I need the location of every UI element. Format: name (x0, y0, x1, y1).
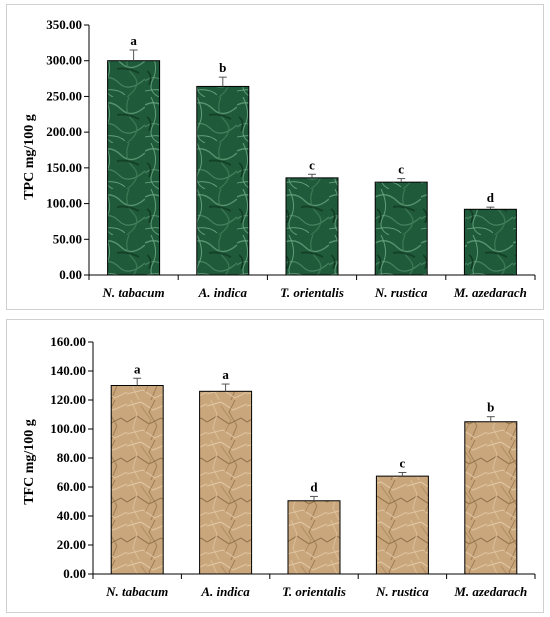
y-tick-label: 300.00 (46, 53, 82, 68)
x-category-label: N. rustica (375, 584, 429, 599)
x-category-label: M. azedarach (453, 285, 527, 300)
bar (285, 177, 339, 276)
x-category-label: A. indica (200, 584, 250, 599)
x-category-label: T. orientalis (280, 285, 344, 300)
significance-label: b (219, 60, 226, 75)
y-axis-title: TPC mg/100 g (22, 114, 37, 200)
y-tick-label: 100.00 (46, 196, 82, 211)
significance-label: c (400, 456, 406, 471)
bar (375, 475, 429, 575)
y-tick-label: 250.00 (46, 88, 82, 103)
significance-label: c (398, 162, 404, 177)
y-tick-label: 100.00 (50, 421, 86, 436)
y-tick-label: 140.00 (50, 363, 86, 378)
tfc-bar-chart: TFC mg/100 g 0.00 20.00 40.00 60.00 80.00 100… (22, 334, 536, 599)
y-tick-label: 350.00 (46, 17, 82, 32)
tpc-chart-panel: TPC mg/100 g 0.00 50.00 100.00 150.00 200.00… (6, 4, 544, 310)
x-category-label: N. rustica (374, 285, 428, 300)
y-tick-label: 40.00 (57, 508, 86, 523)
tfc-chart-panel: TFC mg/100 g 0.00 20.00 40.00 60.00 80.00 100… (6, 319, 544, 613)
significance-label: a (130, 33, 137, 48)
significance-label: c (309, 157, 315, 172)
bar (110, 385, 164, 575)
significance-label: a (134, 361, 141, 376)
x-category-label: N. tabacum (102, 285, 165, 300)
y-tick-label: 20.00 (57, 537, 86, 552)
significance-label: a (222, 367, 229, 382)
bar (463, 208, 517, 276)
bar (287, 500, 341, 575)
bar (196, 85, 250, 276)
y-tick-label: 120.00 (50, 392, 86, 407)
x-category-label: T. orientalis (282, 584, 346, 599)
bar (464, 421, 518, 575)
y-tick-label: 150.00 (46, 160, 82, 175)
x-category-label: M. azedarach (453, 584, 527, 599)
y-tick-label: 80.00 (57, 450, 86, 465)
y-axis-title: TFC mg/100 g (22, 419, 37, 505)
y-tick-label: 0.00 (63, 566, 86, 581)
y-tick-label: 60.00 (57, 479, 86, 494)
y-tick-label: 0.00 (59, 267, 82, 282)
x-category-label: A. indica (198, 285, 248, 300)
bar (199, 390, 253, 575)
bar (107, 60, 161, 276)
significance-label: d (487, 190, 495, 205)
y-tick-label: 200.00 (46, 124, 82, 139)
y-tick-label: 50.00 (53, 231, 82, 246)
significance-label: d (310, 479, 318, 494)
tpc-bar-chart: TPC mg/100 g 0.00 50.00 100.00 150.00 200.00… (22, 17, 536, 300)
y-tick-label: 160.00 (50, 334, 86, 349)
x-category-label: N. tabacum (105, 584, 168, 599)
significance-label: b (487, 400, 494, 415)
bar (374, 181, 428, 276)
